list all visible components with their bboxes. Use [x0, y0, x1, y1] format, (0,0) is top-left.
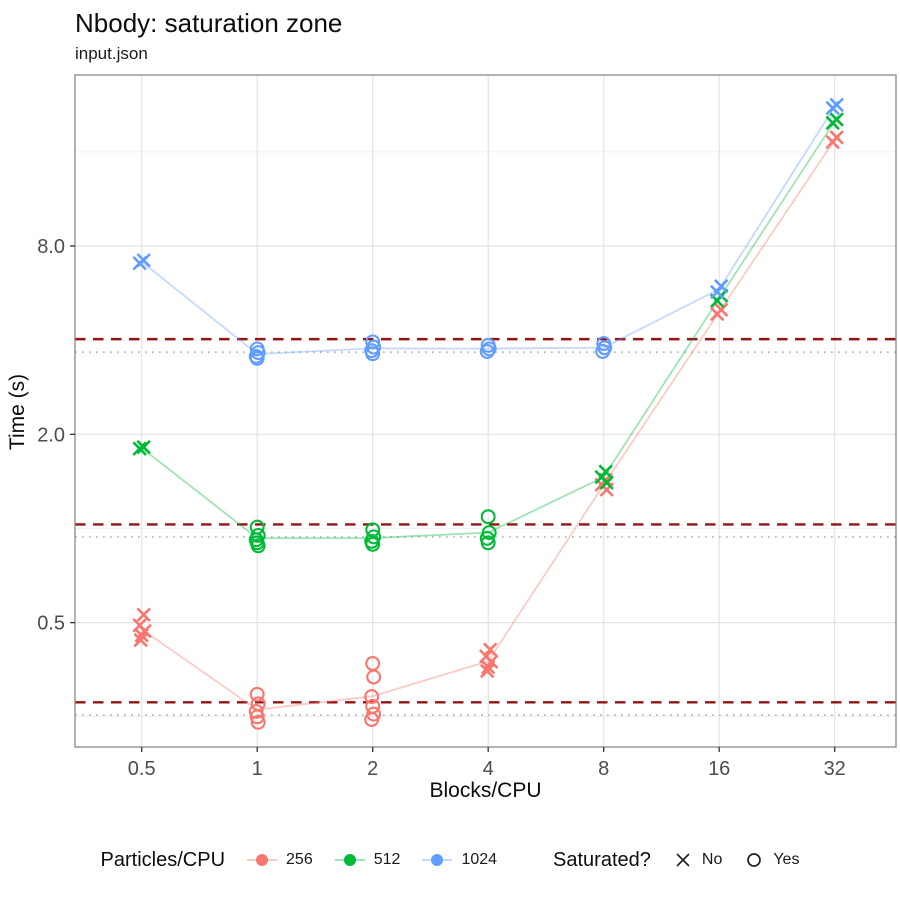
x-tick-label: 1	[252, 758, 263, 780]
data-point-circle	[479, 344, 495, 359]
x-tick-label: 32	[824, 758, 846, 780]
legend: Particles/CPU 256 512 1024 Saturated? No	[0, 836, 900, 884]
x-tick-label: 8	[598, 758, 609, 780]
y-tick-label: 0.5	[37, 613, 65, 635]
legend-item-label: Yes	[773, 851, 800, 868]
data-point-circle	[365, 522, 381, 538]
data-point-circle	[249, 350, 265, 366]
series-key-icon	[247, 849, 278, 871]
legend-item-256: 256	[247, 849, 313, 871]
data-point-x	[134, 628, 149, 643]
data-point-circle	[365, 346, 381, 362]
data-point-x	[132, 441, 147, 456]
data-point-x	[599, 475, 614, 490]
panel-border	[74, 74, 897, 748]
y-tick-label: 8.0	[37, 236, 65, 258]
data-point-circle	[595, 344, 611, 359]
data-point-circle	[364, 689, 380, 705]
y-axis-title: Time (s)	[6, 373, 29, 451]
y-tick-label: 2.0	[37, 424, 65, 446]
data-point-x	[133, 632, 148, 648]
data-point-x	[136, 607, 151, 622]
data-point-x	[709, 284, 725, 300]
series-key-icon	[422, 849, 453, 871]
data-point-circle	[249, 686, 265, 702]
data-point-x	[825, 100, 840, 116]
legend-item-1024: 1024	[422, 849, 497, 871]
data-point-x	[482, 642, 498, 657]
data-point-x	[136, 439, 151, 455]
legend-item-label: 1024	[461, 851, 498, 868]
data-point-circle	[250, 714, 266, 730]
series-key-icon	[334, 849, 365, 871]
data-point-x	[825, 115, 840, 131]
data-point-x	[709, 306, 725, 322]
data-point-circle	[248, 703, 264, 719]
shape-legend-title: Saturated?	[553, 848, 651, 871]
x-tick-label: 0.5	[128, 758, 156, 780]
data-point-x	[132, 255, 147, 271]
data-point-circle	[481, 341, 497, 357]
data-point-circle	[250, 538, 266, 554]
data-point-x	[479, 663, 495, 679]
color-legend-title: Particles/CPU	[100, 848, 226, 871]
x-axis-title: Blocks/CPU	[429, 779, 542, 802]
x-tick-label: 4	[483, 758, 494, 780]
data-point-circle	[366, 669, 382, 685]
x-tick-label: 2	[367, 758, 378, 780]
chart-title: Nbody: saturation zone	[75, 8, 343, 38]
legend-item-label: 512	[373, 851, 401, 868]
circle-marker-icon	[747, 853, 762, 867]
chart-subtitle: input.json	[75, 44, 148, 63]
data-point-circle	[480, 535, 496, 551]
data-point-circle	[249, 709, 265, 725]
data-point-circle	[364, 712, 380, 727]
x-tick-label: 16	[708, 758, 730, 780]
data-point-circle	[365, 536, 381, 552]
legend-item-yes: Yes	[744, 850, 799, 870]
legend-item-512: 512	[334, 849, 401, 871]
legend-item-label: 256	[286, 851, 313, 868]
legend-item-label: No	[701, 851, 723, 868]
data-point-x	[480, 659, 496, 675]
plot-panel: 0.5 1 2 4 8 16 32 0.5 2.0 8.0	[37, 74, 897, 780]
panel-background	[75, 75, 896, 747]
legend-item-no: No	[673, 850, 722, 870]
data-point-x	[825, 134, 840, 150]
x-marker-icon	[676, 853, 690, 867]
data-point-circle	[480, 509, 496, 525]
